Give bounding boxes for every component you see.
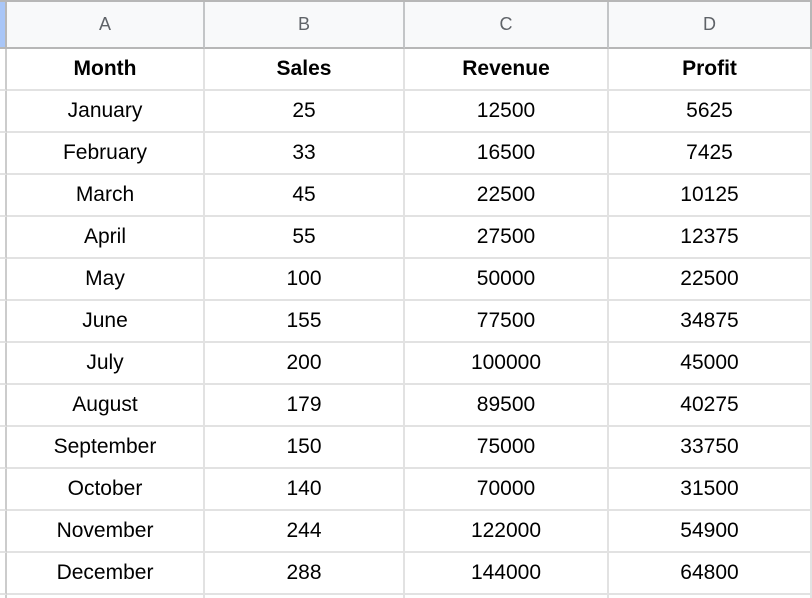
cell-C5[interactable]: 27500 bbox=[405, 217, 609, 259]
column-header-D[interactable]: D bbox=[609, 2, 812, 49]
table-row: September 150 75000 33750 bbox=[0, 427, 812, 469]
cell-D9[interactable]: 40275 bbox=[609, 385, 812, 427]
cell-D12[interactable]: 54900 bbox=[609, 511, 812, 553]
cell-D1[interactable]: Profit bbox=[609, 49, 812, 91]
cell-C8[interactable]: 100000 bbox=[405, 343, 609, 385]
cell-A3[interactable]: February bbox=[7, 133, 205, 175]
row-gutter bbox=[0, 175, 7, 217]
row-gutter bbox=[0, 91, 7, 133]
cell-A13[interactable]: December bbox=[7, 553, 205, 595]
table-header-row: Month Sales Revenue Profit bbox=[0, 49, 812, 91]
row-gutter bbox=[0, 301, 7, 343]
cell-D11[interactable]: 31500 bbox=[609, 469, 812, 511]
cell-D8[interactable]: 45000 bbox=[609, 343, 812, 385]
cell-A8[interactable]: July bbox=[7, 343, 205, 385]
cell-C14-partial bbox=[405, 595, 609, 598]
cell-B13[interactable]: 288 bbox=[205, 553, 405, 595]
cell-A12[interactable]: November bbox=[7, 511, 205, 553]
cell-A14-partial bbox=[7, 595, 205, 598]
table-row: January 25 12500 5625 bbox=[0, 91, 812, 133]
cell-A4[interactable]: March bbox=[7, 175, 205, 217]
cell-C7[interactable]: 77500 bbox=[405, 301, 609, 343]
cell-B12[interactable]: 244 bbox=[205, 511, 405, 553]
column-header-B[interactable]: B bbox=[205, 2, 405, 49]
row-gutter bbox=[0, 343, 7, 385]
cell-B9[interactable]: 179 bbox=[205, 385, 405, 427]
cell-B14-partial bbox=[205, 595, 405, 598]
cell-C6[interactable]: 50000 bbox=[405, 259, 609, 301]
cell-D10[interactable]: 33750 bbox=[609, 427, 812, 469]
row-gutter bbox=[0, 259, 7, 301]
cell-B10[interactable]: 150 bbox=[205, 427, 405, 469]
table-row: April 55 27500 12375 bbox=[0, 217, 812, 259]
cell-B4[interactable]: 45 bbox=[205, 175, 405, 217]
cell-D14-partial bbox=[609, 595, 812, 598]
cell-C11[interactable]: 70000 bbox=[405, 469, 609, 511]
cell-A5[interactable]: April bbox=[7, 217, 205, 259]
cell-C10[interactable]: 75000 bbox=[405, 427, 609, 469]
row-gutter bbox=[0, 427, 7, 469]
cell-D13[interactable]: 64800 bbox=[609, 553, 812, 595]
table-row: August 179 89500 40275 bbox=[0, 385, 812, 427]
cell-B7[interactable]: 155 bbox=[205, 301, 405, 343]
cell-C2[interactable]: 12500 bbox=[405, 91, 609, 133]
cell-A6[interactable]: May bbox=[7, 259, 205, 301]
row-gutter bbox=[0, 49, 7, 91]
cell-C13[interactable]: 144000 bbox=[405, 553, 609, 595]
row-gutter bbox=[0, 511, 7, 553]
cell-A7[interactable]: June bbox=[7, 301, 205, 343]
cell-B3[interactable]: 33 bbox=[205, 133, 405, 175]
cell-D7[interactable]: 34875 bbox=[609, 301, 812, 343]
row-gutter bbox=[0, 553, 7, 595]
row-gutter bbox=[0, 469, 7, 511]
cell-A10[interactable]: September bbox=[7, 427, 205, 469]
cell-B6[interactable]: 100 bbox=[205, 259, 405, 301]
cell-A9[interactable]: August bbox=[7, 385, 205, 427]
cell-C3[interactable]: 16500 bbox=[405, 133, 609, 175]
row-gutter bbox=[0, 133, 7, 175]
cell-A2[interactable]: January bbox=[7, 91, 205, 133]
row-gutter bbox=[0, 385, 7, 427]
column-header-row: A B C D bbox=[0, 2, 812, 49]
column-header-A[interactable]: A bbox=[7, 2, 205, 49]
cell-D4[interactable]: 10125 bbox=[609, 175, 812, 217]
cell-C1[interactable]: Revenue bbox=[405, 49, 609, 91]
cell-B8[interactable]: 200 bbox=[205, 343, 405, 385]
row-gutter-corner[interactable] bbox=[0, 2, 7, 49]
cell-D5[interactable]: 12375 bbox=[609, 217, 812, 259]
table-row: March 45 22500 10125 bbox=[0, 175, 812, 217]
clipped-bottom-row bbox=[0, 595, 812, 598]
cell-B2[interactable]: 25 bbox=[205, 91, 405, 133]
row-gutter bbox=[0, 217, 7, 259]
cell-B5[interactable]: 55 bbox=[205, 217, 405, 259]
table-row: December 288 144000 64800 bbox=[0, 553, 812, 595]
cell-B11[interactable]: 140 bbox=[205, 469, 405, 511]
table-row: June 155 77500 34875 bbox=[0, 301, 812, 343]
table-row: February 33 16500 7425 bbox=[0, 133, 812, 175]
cell-D2[interactable]: 5625 bbox=[609, 91, 812, 133]
column-header-C[interactable]: C bbox=[405, 2, 609, 49]
cell-A11[interactable]: October bbox=[7, 469, 205, 511]
cell-D3[interactable]: 7425 bbox=[609, 133, 812, 175]
cell-B1[interactable]: Sales bbox=[205, 49, 405, 91]
cell-C12[interactable]: 122000 bbox=[405, 511, 609, 553]
row-gutter bbox=[0, 595, 7, 598]
cell-C4[interactable]: 22500 bbox=[405, 175, 609, 217]
cell-D6[interactable]: 22500 bbox=[609, 259, 812, 301]
table-row: November 244 122000 54900 bbox=[0, 511, 812, 553]
cell-C9[interactable]: 89500 bbox=[405, 385, 609, 427]
table-row: May 100 50000 22500 bbox=[0, 259, 812, 301]
cell-A1[interactable]: Month bbox=[7, 49, 205, 91]
table-row: July 200 100000 45000 bbox=[0, 343, 812, 385]
table-row: October 140 70000 31500 bbox=[0, 469, 812, 511]
